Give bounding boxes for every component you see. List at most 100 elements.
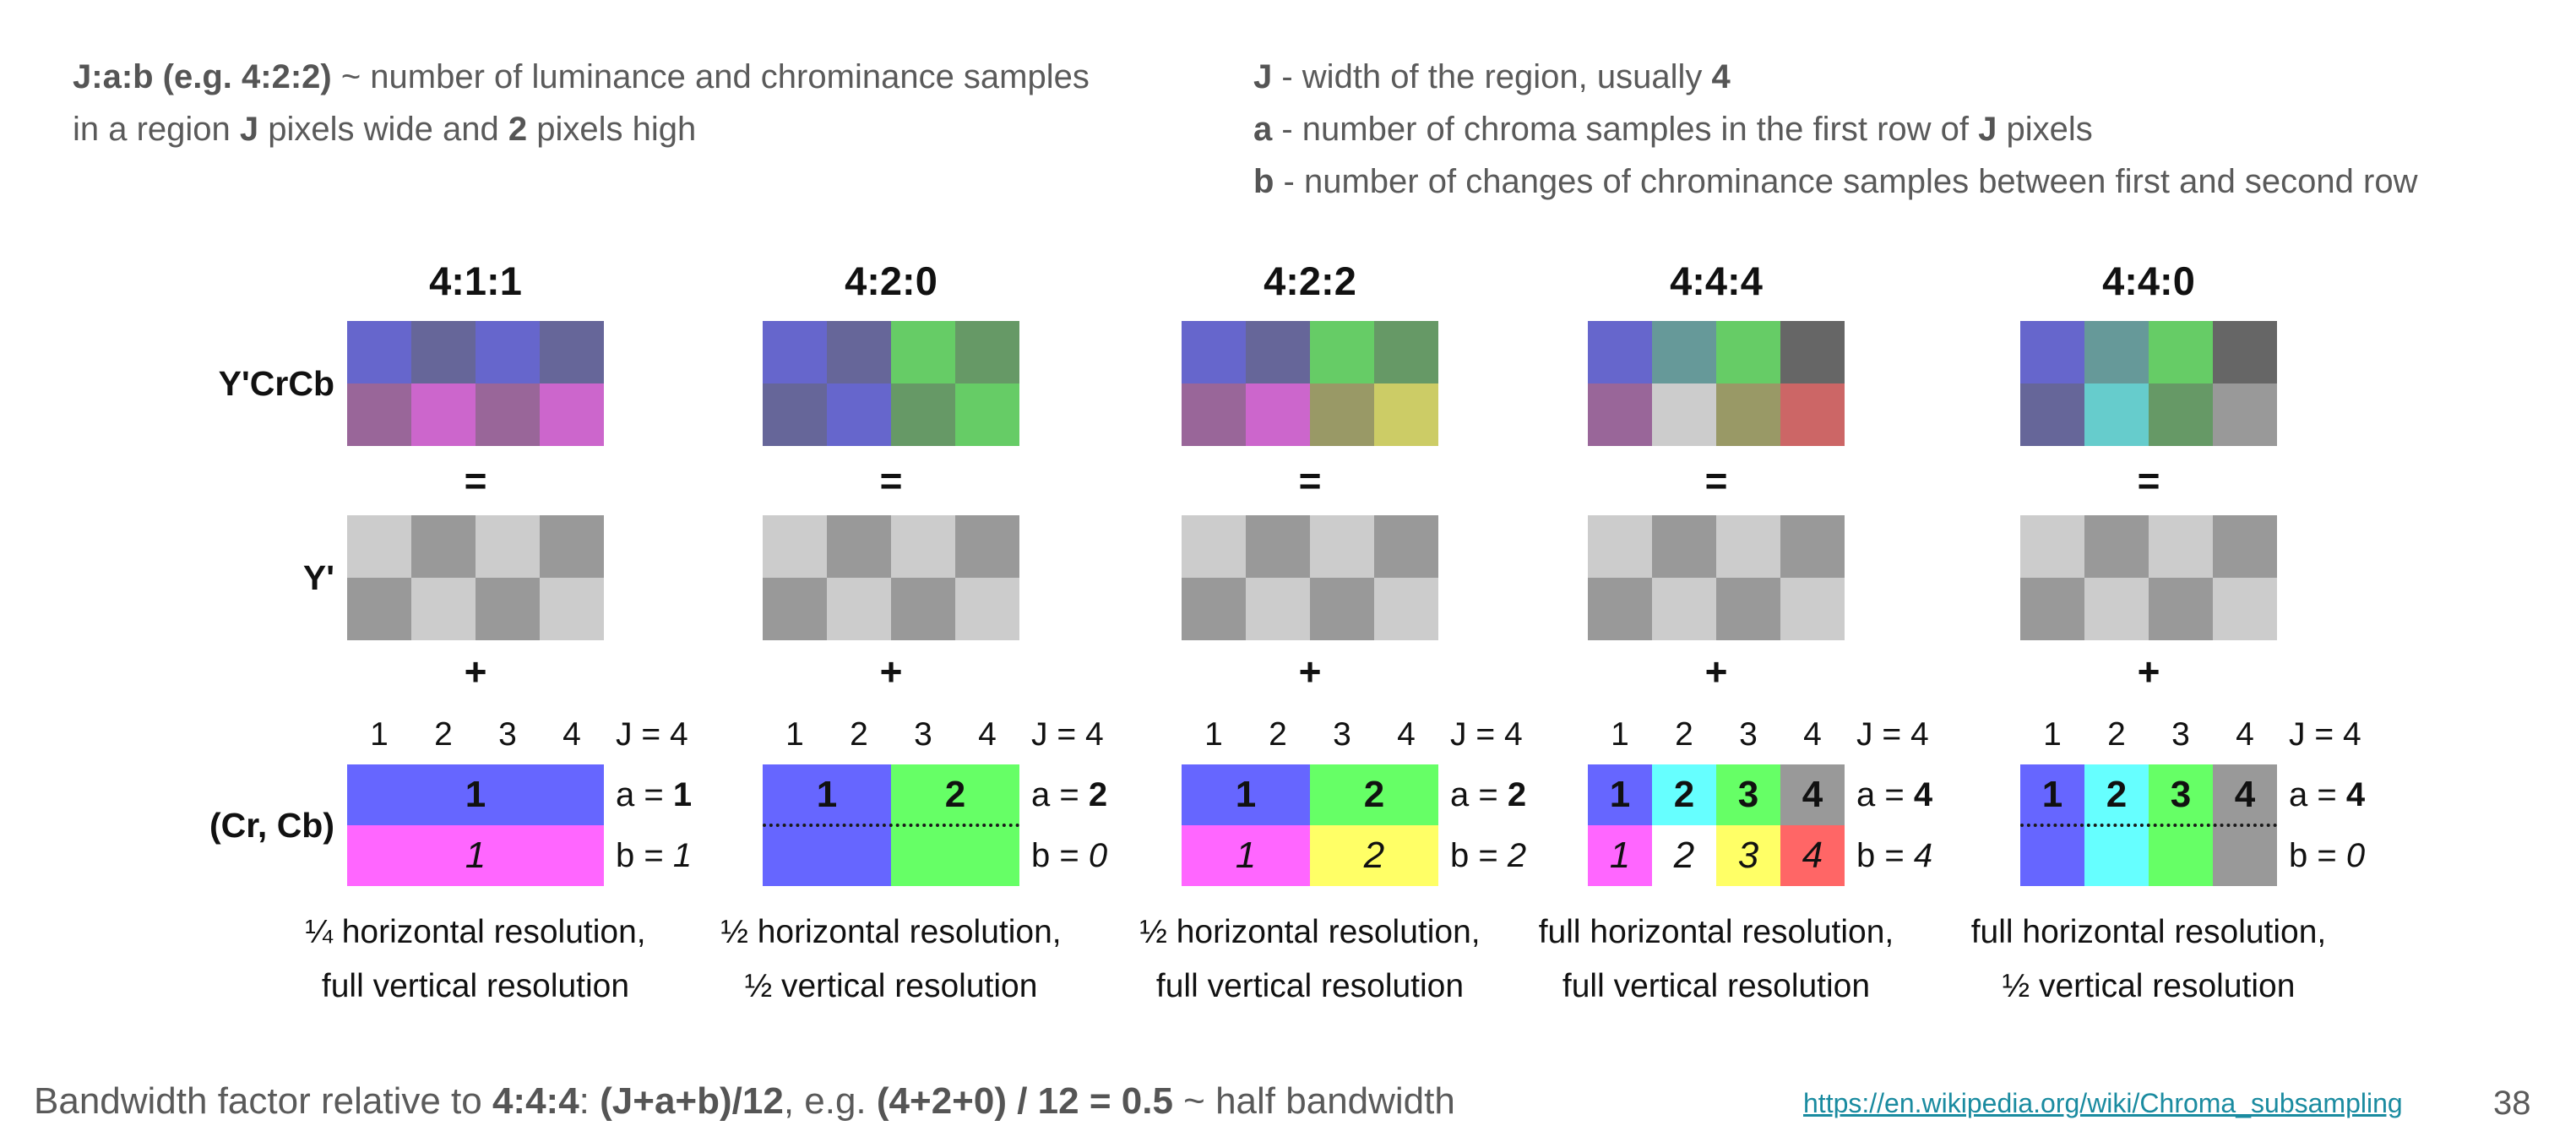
ycrcb-cell [1374, 321, 1438, 383]
ycrcb-cell [2149, 383, 2213, 446]
luma-cell [1588, 515, 1652, 578]
chroma-sample-number: 1 [465, 774, 486, 815]
plus-operator: + [1704, 650, 1728, 693]
resolution-caption: ½ horizontal resolution, ½ vertical reso… [720, 914, 1062, 1004]
ycrcb-grid [1588, 321, 1845, 446]
ycrcb-grid [2020, 321, 2277, 446]
luma-cell [476, 515, 540, 578]
equals-operator: = [2137, 459, 2160, 503]
b-label: b = 0 [1031, 837, 1108, 874]
ycrcb-cell [955, 321, 1019, 383]
chroma-cell: 1 [347, 825, 604, 886]
pixel-ruler: 1 2 3 4 [347, 716, 604, 753]
luma-cell [1716, 578, 1780, 640]
chroma-cell: 4 [1780, 764, 1845, 825]
ycrcb-cell [1780, 383, 1845, 446]
a-label: a = 2 [1450, 776, 1527, 813]
ycrcb-cell [2020, 383, 2084, 446]
ycrcb-cell [2149, 321, 2213, 383]
ycrcb-cell [2084, 321, 2149, 383]
ycrcb-cell [1588, 383, 1652, 446]
resolution-caption: full horizontal resolution, ½ vertical r… [1970, 914, 2327, 1004]
ruler-number: 2 [850, 716, 868, 753]
chroma-cell: 3 [1716, 764, 1780, 825]
chroma-cell: 2 [1652, 825, 1716, 886]
pixel-ruler: 1 2 3 4 [1182, 716, 1438, 753]
ruler-number: 4 [562, 716, 581, 753]
ycrcb-cell [1310, 321, 1374, 383]
ycrcb-cell [540, 321, 604, 383]
ycrcb-cell [763, 321, 827, 383]
j-label: J = 4 [616, 716, 688, 753]
chroma-sample-number: 2 [1673, 835, 1695, 876]
ycrcb-cell [1716, 321, 1780, 383]
luma-grid [1588, 515, 1845, 640]
row-split-dotted-line [2020, 824, 2277, 827]
ycrcb-cell [2213, 321, 2277, 383]
chroma-sample-number: 1 [1609, 835, 1631, 876]
luma-cell [827, 578, 891, 640]
ycrcb-cell [1780, 321, 1845, 383]
equals-operator: = [879, 459, 903, 503]
ycrcb-cell [347, 383, 411, 446]
ruler-number: 3 [2171, 716, 2190, 753]
luma-cell [1652, 578, 1716, 640]
luma-cell [1780, 515, 1845, 578]
luma-cell [1310, 515, 1374, 578]
chroma-cell: 2 [1652, 764, 1716, 825]
luma-cell [1310, 578, 1374, 640]
ycrcb-cell [1374, 383, 1438, 446]
luma-cell [955, 515, 1019, 578]
chroma-sample-number: 1 [1235, 835, 1257, 876]
chroma-sample-number: 2 [1673, 774, 1695, 815]
ruler-number: 4 [2236, 716, 2254, 753]
row-label-luma: Y' [302, 558, 334, 597]
a-label: a = 2 [1031, 776, 1108, 813]
chroma-sample-number: 1 [816, 774, 838, 815]
ruler-number: 3 [1333, 716, 1351, 753]
chroma-cell: 1 [1182, 764, 1310, 825]
ycrcb-grid [763, 321, 1019, 446]
luma-cell [1652, 515, 1716, 578]
ycrcb-cell [891, 321, 955, 383]
ycrcb-cell [2020, 321, 2084, 383]
luma-cell [2213, 515, 2277, 578]
j-label: J = 4 [2289, 716, 2361, 753]
luma-cell [411, 515, 476, 578]
ycrcb-cell [2084, 383, 2149, 446]
row-label-ycrcb: Y'CrCb [218, 364, 334, 403]
ruler-number: 2 [2107, 716, 2126, 753]
ruler-number: 2 [434, 716, 453, 753]
chroma-sample-number: 4 [1802, 835, 1823, 876]
chroma-grid: 1 1 [347, 764, 604, 886]
pixel-ruler: 1 2 3 4 [763, 716, 1019, 753]
j-label: J = 4 [1450, 716, 1523, 753]
ruler-number: 2 [1675, 716, 1693, 753]
luma-cell [476, 578, 540, 640]
chroma-cell: 2 [1310, 825, 1438, 886]
j-label: J = 4 [1856, 716, 1929, 753]
luma-grid [2020, 515, 2277, 640]
resolution-caption: full horizontal resolution, full vertica… [1538, 914, 1894, 1004]
chroma-cell: 1 [347, 764, 604, 825]
column-4-4-4: 4:4:4 = + 1 2 3 4 J = 4 1 2 3 4 1 2 3 4 a =… [1539, 253, 1932, 1107]
ycrcb-cell [1588, 321, 1652, 383]
ycrcb-cell [1652, 321, 1716, 383]
chroma-grid: 1 2 3 4 1 2 3 4 [1588, 764, 1845, 886]
ycrcb-cell [476, 321, 540, 383]
luma-cell [2020, 578, 2084, 640]
ruler-number: 1 [370, 716, 389, 753]
equals-operator: = [1298, 459, 1322, 503]
chroma-cell: 4 [1780, 825, 1845, 886]
chroma-sample-number: 3 [2170, 774, 2192, 815]
ycrcb-cell [1246, 383, 1310, 446]
luma-cell [2213, 578, 2277, 640]
luma-cell [540, 515, 604, 578]
luma-grid [1182, 515, 1438, 640]
luma-cell [1246, 578, 1310, 640]
wikipedia-link[interactable]: https://en.wikipedia.org/wiki/Chroma_sub… [1803, 1088, 2403, 1118]
ycrcb-cell [827, 321, 891, 383]
luma-cell [891, 515, 955, 578]
